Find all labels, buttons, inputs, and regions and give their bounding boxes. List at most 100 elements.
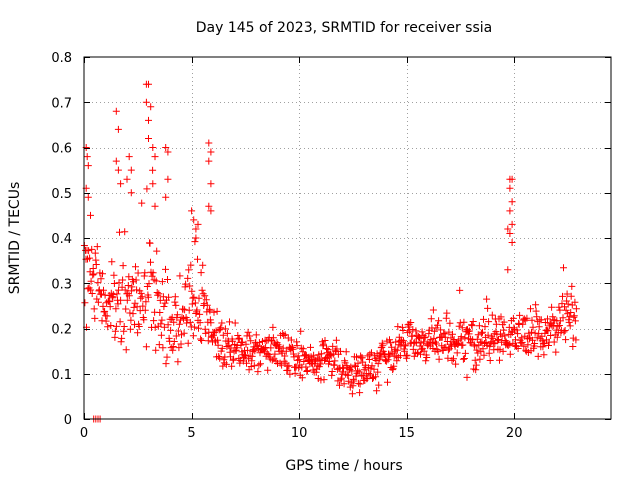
data-point <box>434 321 441 329</box>
x-tick-label: 20 <box>506 426 523 441</box>
data-point <box>196 310 204 318</box>
data-point <box>550 338 558 346</box>
data-point <box>141 269 149 277</box>
data-point <box>243 359 250 367</box>
data-point <box>461 349 469 357</box>
data-point <box>91 314 99 322</box>
data-point <box>104 323 112 331</box>
data-point <box>112 305 120 313</box>
data-point <box>115 286 122 294</box>
data-point <box>238 338 246 346</box>
data-point <box>204 337 212 345</box>
data-point <box>301 351 309 359</box>
data-point <box>216 354 224 362</box>
data-point <box>180 329 188 337</box>
data-point <box>480 315 487 323</box>
data-point <box>158 316 166 324</box>
data-point <box>217 324 225 332</box>
data-point <box>90 270 98 278</box>
data-point <box>172 332 180 340</box>
data-point <box>205 202 213 210</box>
data-point <box>101 307 109 315</box>
data-point <box>407 319 415 326</box>
data-point <box>126 309 134 317</box>
data-point <box>286 370 294 378</box>
data-point <box>162 360 170 368</box>
data-point <box>443 309 451 317</box>
data-point <box>161 299 169 307</box>
data-point <box>191 299 199 307</box>
data-point <box>402 341 409 349</box>
data-point <box>409 326 417 333</box>
data-point <box>202 329 210 337</box>
data-point <box>84 162 92 170</box>
data-point <box>435 355 443 363</box>
data-point <box>145 280 153 288</box>
data-point <box>302 363 310 371</box>
data-point <box>555 322 563 329</box>
data-point <box>355 368 363 376</box>
data-point <box>114 166 122 174</box>
data-point <box>188 300 196 308</box>
data-point <box>269 334 277 342</box>
data-point <box>198 286 206 294</box>
data-point <box>145 135 152 142</box>
data-point <box>152 277 160 285</box>
data-point <box>544 327 552 335</box>
data-point <box>174 327 182 335</box>
data-point <box>199 261 207 269</box>
data-point <box>473 335 481 343</box>
data-point <box>176 272 184 280</box>
data-point <box>192 310 200 317</box>
data-point <box>460 355 468 362</box>
data-point <box>276 343 284 351</box>
data-point <box>94 298 102 306</box>
data-point <box>356 380 364 388</box>
data-point <box>164 175 172 183</box>
data-point <box>190 216 198 224</box>
data-point <box>508 175 516 183</box>
data-point <box>194 255 201 263</box>
data-point <box>183 319 191 327</box>
data-point <box>476 355 484 363</box>
data-point <box>149 166 157 174</box>
data-point <box>473 346 481 354</box>
data-point <box>564 300 572 308</box>
data-point <box>354 367 361 375</box>
data-point <box>437 326 445 334</box>
data-point <box>255 361 263 369</box>
data-point <box>394 323 402 331</box>
data-point <box>138 293 146 301</box>
data-point <box>412 327 420 335</box>
data-point <box>444 346 452 354</box>
data-point <box>84 193 92 201</box>
data-point <box>509 314 517 322</box>
data-point <box>197 269 205 277</box>
data-point <box>486 357 494 364</box>
data-point <box>354 359 362 367</box>
data-point <box>133 286 141 294</box>
data-point <box>377 353 385 361</box>
data-point <box>379 341 387 349</box>
data-point <box>135 323 143 330</box>
data-point <box>244 328 252 336</box>
data-point <box>508 198 516 206</box>
data-point <box>532 301 540 309</box>
data-point <box>531 340 539 347</box>
data-point <box>514 345 522 352</box>
data-point <box>88 245 96 253</box>
data-point <box>235 334 243 342</box>
data-point <box>506 340 514 348</box>
data-point <box>137 289 145 297</box>
data-point <box>348 390 356 398</box>
data-point <box>129 310 137 318</box>
data-point <box>537 316 545 324</box>
data-point <box>222 360 230 368</box>
data-point <box>474 331 482 339</box>
data-point <box>113 290 121 298</box>
data-point <box>219 331 227 339</box>
data-point <box>559 314 567 322</box>
data-point <box>334 377 342 385</box>
data-point <box>92 261 100 268</box>
data-point <box>167 326 175 334</box>
